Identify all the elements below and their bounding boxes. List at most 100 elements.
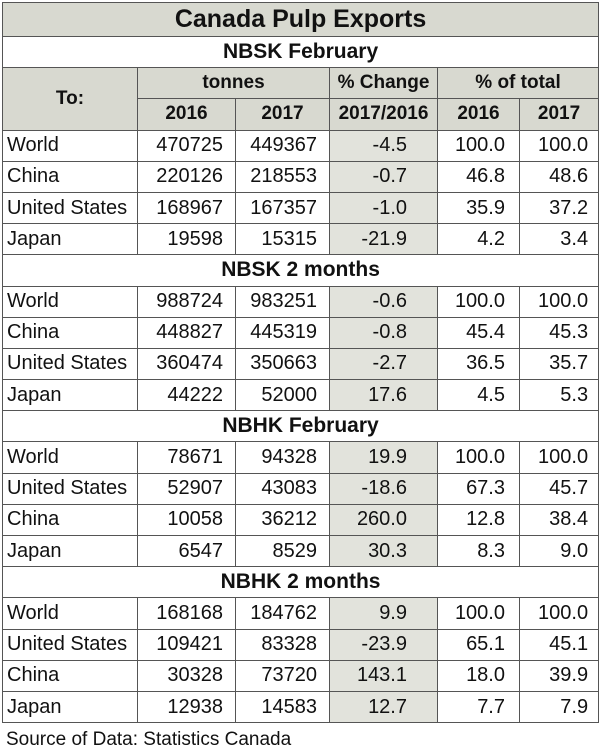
- share-2017-cell: 35.7: [518, 347, 600, 381]
- change-cell: 19.9: [329, 441, 438, 474]
- section-title: NBSK February: [1, 35, 600, 69]
- section-row: NBHK 2 months: [1, 566, 600, 599]
- share-2017-cell: 9.0: [518, 534, 600, 568]
- change-cell: -1.0: [329, 191, 438, 225]
- share-2016-cell: 36.5: [437, 347, 520, 381]
- share-2017-cell: 100.0: [518, 597, 600, 630]
- table-row: Japan 6547 8529 30.3 8.3 9.0: [2, 534, 600, 568]
- share-2017-cell: 45.3: [518, 316, 600, 349]
- section-row: NBHK February: [1, 410, 600, 443]
- table-row: China 30328 73720 143.1 18.0 39.9: [2, 659, 600, 692]
- change-cell: -21.9: [329, 223, 438, 256]
- table-row: Japan 44222 52000 17.6 4.5 5.3: [2, 379, 600, 412]
- destination-cell: World: [2, 285, 138, 318]
- destination-cell: World: [2, 129, 138, 162]
- share-2016-cell: 45.4: [437, 316, 520, 349]
- table-row: World 470725 449367 -4.5 100.0 100.0: [2, 129, 600, 162]
- tonnes-2017-cell: 167357: [235, 191, 330, 225]
- destination-cell: United States: [2, 472, 138, 505]
- tonnes-2016-cell: 360474: [137, 347, 236, 381]
- share-2016-cell: 46.8: [437, 160, 520, 193]
- change-cell: -2.7: [329, 347, 438, 381]
- tonnes-2016-cell: 470725: [137, 129, 236, 162]
- destination-cell: China: [2, 503, 138, 537]
- destination-cell: China: [2, 659, 138, 692]
- share-2017-cell: 3.4: [518, 223, 600, 256]
- share-2016-cell: 100.0: [437, 441, 520, 474]
- table-row: Japan 12938 14583 12.7 7.7 7.9: [2, 690, 600, 724]
- share-2017-cell: 48.6: [518, 160, 600, 193]
- column-header-tonnes: tonnes: [137, 67, 330, 100]
- table-row: Japan 19598 15315 -21.9 4.2 3.4: [2, 223, 600, 256]
- tonnes-2016-cell: 78671: [137, 441, 236, 474]
- table-title: Canada Pulp Exports: [1, 2, 600, 37]
- tonnes-2017-cell: 36212: [235, 503, 330, 537]
- change-cell: 143.1: [329, 659, 438, 692]
- tonnes-2016-cell: 44222: [137, 379, 236, 412]
- tonnes-2016-cell: 52907: [137, 472, 236, 505]
- tonnes-2016-cell: 10058: [137, 503, 236, 537]
- share-2017-cell: 45.7: [518, 472, 600, 505]
- destination-cell: Japan: [2, 379, 138, 412]
- tonnes-2017-cell: 983251: [235, 285, 330, 318]
- tonnes-2016-cell: 109421: [137, 628, 236, 661]
- table-row: China 448827 445319 -0.8 45.4 45.3: [2, 316, 600, 349]
- share-2017-cell: 39.9: [518, 659, 600, 692]
- table-row: China 220126 218553 -0.7 46.8 48.6: [2, 160, 600, 193]
- table-row: United States 52907 43083 -18.6 67.3 45.7: [2, 472, 600, 505]
- column-header-total-2016: 2016: [437, 98, 520, 131]
- share-2016-cell: 35.9: [437, 191, 520, 225]
- share-2016-cell: 8.3: [437, 534, 520, 568]
- table-row: United States 168967 167357 -1.0 35.9 37.2: [2, 191, 600, 225]
- tonnes-2017-cell: 83328: [235, 628, 330, 661]
- share-2016-cell: 100.0: [437, 597, 520, 630]
- destination-cell: China: [2, 316, 138, 349]
- share-2017-cell: 7.9: [518, 690, 600, 724]
- change-cell: -18.6: [329, 472, 438, 505]
- destination-cell: World: [2, 441, 138, 474]
- share-2016-cell: 4.2: [437, 223, 520, 256]
- source-note: Source of Data: Statistics Canada: [6, 729, 292, 751]
- change-cell: 30.3: [329, 534, 438, 568]
- tonnes-2017-cell: 445319: [235, 316, 330, 349]
- column-header-total-2017: 2017: [518, 98, 600, 131]
- section-row: NBSK 2 months: [1, 254, 600, 287]
- destination-cell: Japan: [2, 534, 138, 568]
- section-title: NBHK February: [1, 410, 600, 443]
- tonnes-2017-cell: 8529: [235, 534, 330, 568]
- table-row: United States 109421 83328 -23.9 65.1 45.1: [2, 628, 600, 661]
- table-row: World 168168 184762 9.9 100.0 100.0: [2, 597, 600, 630]
- tonnes-2016-cell: 168168: [137, 597, 236, 630]
- share-2017-cell: 37.2: [518, 191, 600, 225]
- change-cell: -0.8: [329, 316, 438, 349]
- change-cell: 9.9: [329, 597, 438, 630]
- table-row: World 78671 94328 19.9 100.0 100.0: [2, 441, 600, 474]
- tonnes-2017-cell: 43083: [235, 472, 330, 505]
- share-2016-cell: 100.0: [437, 285, 520, 318]
- share-2016-cell: 4.5: [437, 379, 520, 412]
- tonnes-2017-cell: 15315: [235, 223, 330, 256]
- share-2017-cell: 100.0: [518, 129, 600, 162]
- tonnes-2017-cell: 449367: [235, 129, 330, 162]
- destination-cell: Japan: [2, 690, 138, 724]
- tonnes-2016-cell: 988724: [137, 285, 236, 318]
- share-2016-cell: 65.1: [437, 628, 520, 661]
- column-header-tonnes-2016: 2016: [137, 98, 236, 131]
- share-2016-cell: 67.3: [437, 472, 520, 505]
- tonnes-2017-cell: 350663: [235, 347, 330, 381]
- tonnes-2017-cell: 184762: [235, 597, 330, 630]
- tonnes-2017-cell: 218553: [235, 160, 330, 193]
- tonnes-2016-cell: 12938: [137, 690, 236, 724]
- share-2017-cell: 100.0: [518, 441, 600, 474]
- share-2017-cell: 45.1: [518, 628, 600, 661]
- pulp-exports-table: Canada Pulp Exports NBSK February To: tonn…: [1, 2, 600, 724]
- destination-cell: United States: [2, 628, 138, 661]
- column-header-change: % Change: [329, 67, 438, 100]
- tonnes-2017-cell: 73720: [235, 659, 330, 692]
- section-row: NBSK February: [1, 35, 600, 69]
- share-2017-cell: 5.3: [518, 379, 600, 412]
- table-row: China 10058 36212 260.0 12.8 38.4: [2, 503, 600, 537]
- share-2017-cell: 38.4: [518, 503, 600, 537]
- tonnes-2017-cell: 14583: [235, 690, 330, 724]
